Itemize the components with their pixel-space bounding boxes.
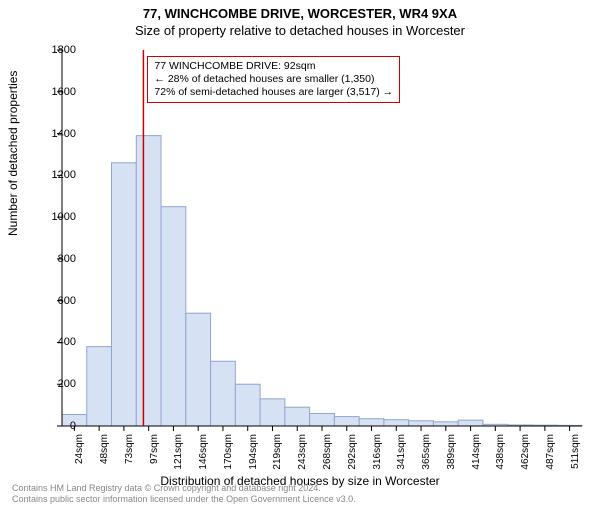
y-tick: 1800 xyxy=(52,44,76,56)
annotation-box: 77 WINCHCOMBE DRIVE: 92sqm ← 28% of deta… xyxy=(147,56,400,103)
page-subtitle: Size of property relative to detached ho… xyxy=(0,23,600,38)
footer-attribution: Contains HM Land Registry data © Crown c… xyxy=(12,483,356,504)
chart-area: 77 WINCHCOMBE DRIVE: 92sqm ← 28% of deta… xyxy=(62,50,582,426)
y-tick: 800 xyxy=(58,253,76,265)
y-tick: 200 xyxy=(58,378,76,390)
y-tick: 600 xyxy=(58,295,76,307)
annotation-line-2: ← 28% of detached houses are smaller (1,… xyxy=(154,73,393,86)
page-title: 77, WINCHCOMBE DRIVE, WORCESTER, WR4 9XA xyxy=(0,6,600,21)
y-tick: 1600 xyxy=(52,86,76,98)
footer-line-2: Contains public sector information licen… xyxy=(12,494,356,504)
y-tick: 0 xyxy=(70,420,76,432)
annotation-line-3: 72% of semi-detached houses are larger (… xyxy=(154,86,393,99)
footer-line-1: Contains HM Land Registry data © Crown c… xyxy=(12,483,356,493)
y-tick: 400 xyxy=(58,336,76,348)
y-tick: 1200 xyxy=(52,169,76,181)
y-axis-label: Number of detached properties xyxy=(6,71,20,236)
y-tick: 1400 xyxy=(52,128,76,140)
histogram-plot xyxy=(62,50,582,426)
annotation-line-1: 77 WINCHCOMBE DRIVE: 92sqm xyxy=(154,60,393,73)
y-tick: 1000 xyxy=(52,211,76,223)
